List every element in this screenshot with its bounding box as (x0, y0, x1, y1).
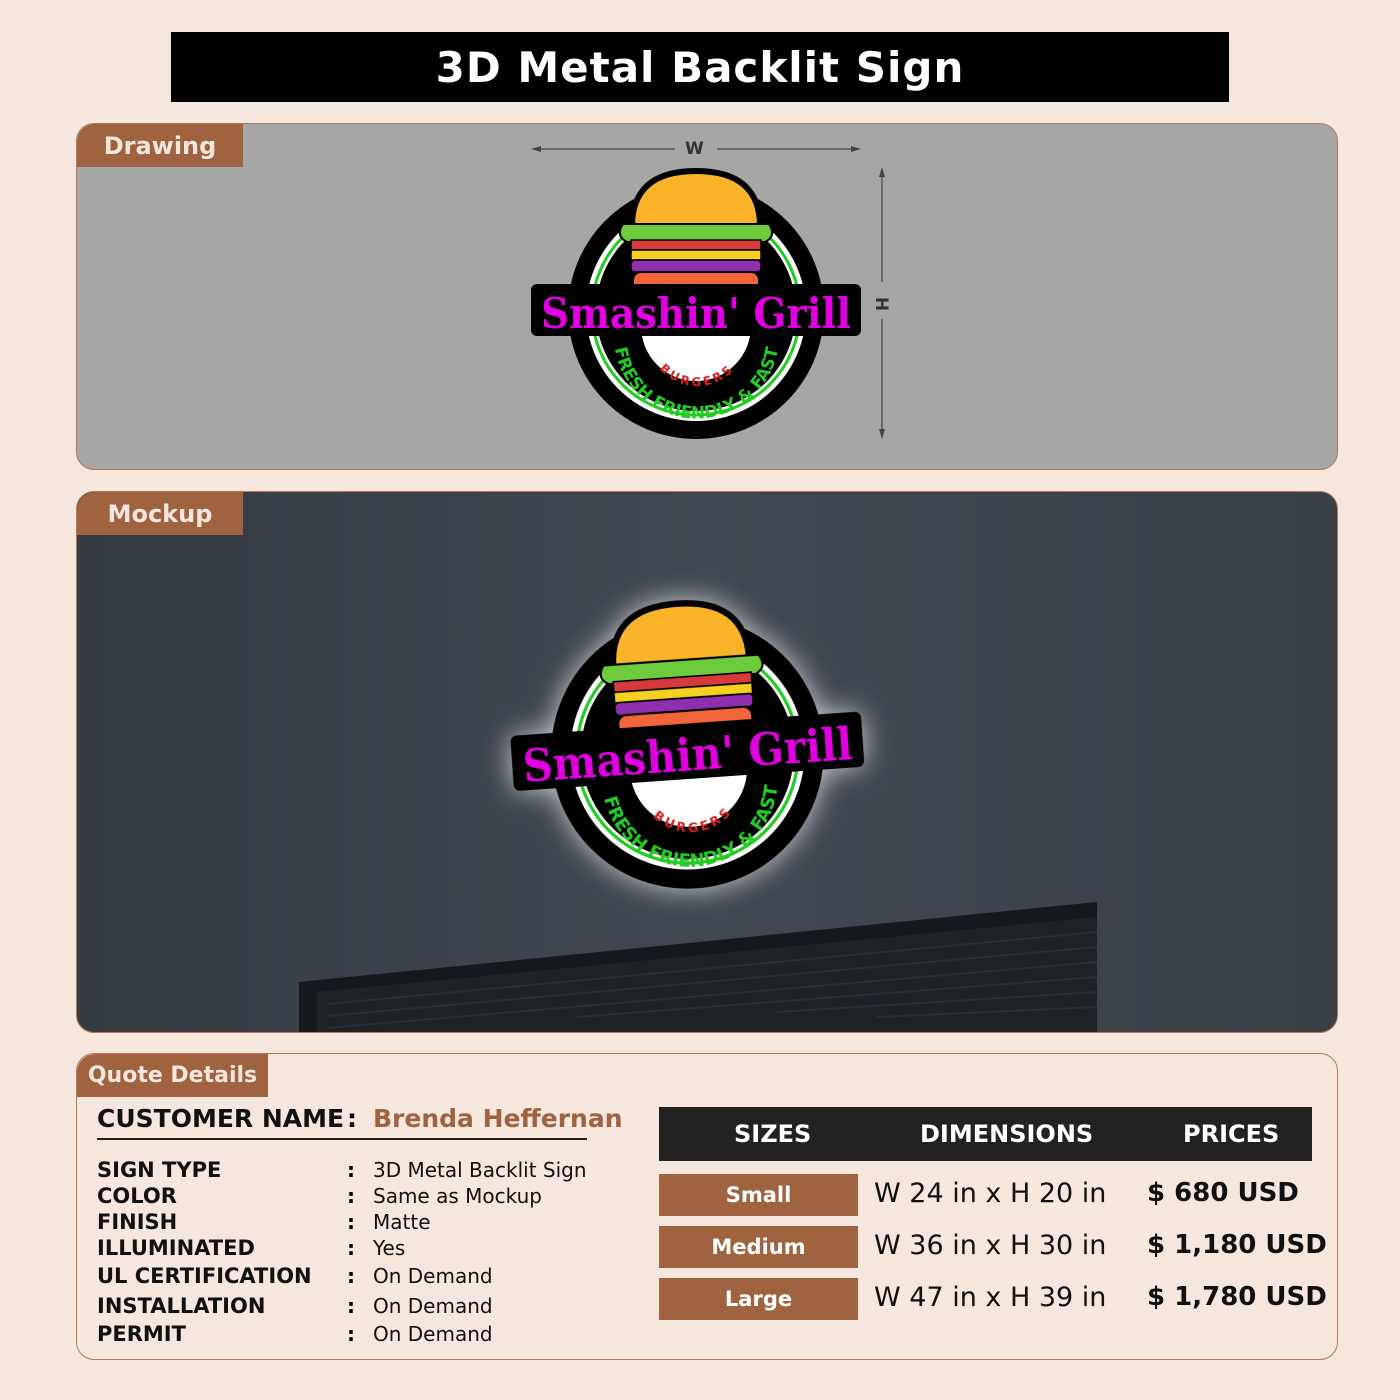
price-value: $ 680 USD (1147, 1178, 1299, 1208)
price-value: $ 1,780 USD (1147, 1282, 1327, 1312)
dimensions-value: W 36 in x H 30 in (874, 1230, 1107, 1261)
divider (97, 1138, 587, 1140)
drawing-panel: Drawing W H Smashin' Grill BURGERS FRESH… (76, 123, 1338, 470)
sign-logo-drawing: Smashin' Grill BURGERS FRESH FRIENDLY & … (529, 166, 863, 444)
spec-value: On Demand (373, 1322, 493, 1346)
size-label: Medium (659, 1226, 858, 1268)
quote-tab: Quote Details (77, 1054, 268, 1097)
spec-value: Yes (373, 1236, 406, 1260)
spec-label: UL CERTIFICATION (97, 1264, 312, 1288)
colon: : (347, 1158, 355, 1182)
spec-label: ILLUMINATED (97, 1236, 255, 1260)
height-label: H (871, 296, 892, 312)
spec-value: On Demand (373, 1264, 493, 1288)
spec-label: INSTALLATION (97, 1294, 266, 1318)
sign-logo-mockup: Smashin' Grill BURGERS FRESH FRIENDLY & … (491, 585, 883, 906)
mockup-tab: Mockup (77, 492, 243, 535)
spec-label: PERMIT (97, 1322, 186, 1346)
dimension-lines (531, 146, 885, 439)
building-awning (299, 902, 1098, 1032)
width-label: W (685, 139, 704, 159)
header-sizes: SIZES (734, 1120, 812, 1148)
colon: : (347, 1264, 355, 1288)
mockup-panel: Mockup Smashin' Grill BURGERS FRESH FRIE… (76, 491, 1338, 1033)
spec-label: SIGN TYPE (97, 1158, 222, 1182)
spec-value: Matte (373, 1210, 431, 1234)
spec-value: Same as Mockup (373, 1184, 542, 1208)
customer-name-value: Brenda Heffernan (373, 1104, 623, 1133)
colon: : (347, 1236, 355, 1260)
dimensions-value: W 47 in x H 39 in (874, 1282, 1107, 1313)
spec-value: 3D Metal Backlit Sign (373, 1158, 587, 1182)
spec-value: On Demand (373, 1294, 493, 1318)
spec-label: COLOR (97, 1184, 177, 1208)
svg-text:Smashin' Grill: Smashin' Grill (541, 289, 851, 338)
colon: : (347, 1184, 355, 1208)
price-value: $ 1,180 USD (1147, 1230, 1327, 1260)
header-dimensions: DIMENSIONS (920, 1120, 1094, 1148)
spec-label: FINISH (97, 1210, 178, 1234)
header-prices: PRICES (1183, 1120, 1280, 1148)
colon: : (347, 1322, 355, 1346)
colon: : (347, 1294, 355, 1318)
customer-name-label: CUSTOMER NAME (97, 1104, 345, 1133)
size-label: Small (659, 1174, 858, 1216)
size-label: Large (659, 1278, 858, 1320)
dimensions-value: W 24 in x H 20 in (874, 1178, 1107, 1209)
colon: : (347, 1104, 357, 1133)
page-title: 3D Metal Backlit Sign (171, 32, 1229, 102)
table-header: SIZES DIMENSIONS PRICES (659, 1107, 1312, 1161)
quote-panel: Quote Details CUSTOMER NAME : Brenda Hef… (76, 1053, 1338, 1360)
drawing-tab: Drawing (77, 124, 243, 167)
colon: : (347, 1210, 355, 1234)
